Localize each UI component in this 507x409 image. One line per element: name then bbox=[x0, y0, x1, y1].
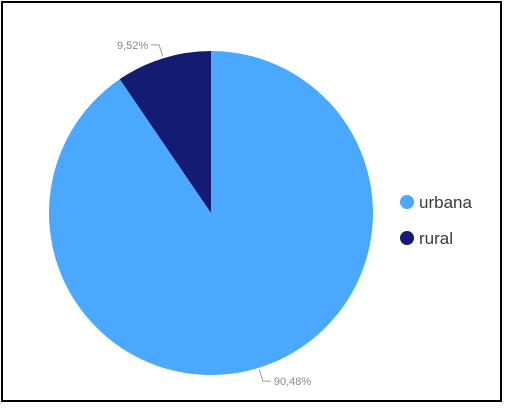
data-label-urbana: 90,48% bbox=[274, 376, 312, 388]
data-label-rural: 9,52% bbox=[117, 40, 148, 52]
callout-line-urbana bbox=[258, 369, 271, 382]
legend: urbana rural bbox=[400, 193, 472, 248]
legend-item-rural[interactable]: rural bbox=[400, 229, 453, 248]
legend-label-rural: rural bbox=[419, 229, 453, 248]
legend-swatch-urbana bbox=[400, 195, 414, 209]
callout-line-rural bbox=[151, 44, 164, 57]
pie-slice-rural[interactable] bbox=[119, 51, 211, 213]
pie-slices bbox=[48, 51, 374, 376]
legend-label-urbana: urbana bbox=[419, 193, 472, 212]
legend-item-urbana[interactable]: urbana bbox=[400, 193, 472, 212]
pie-chart: 90,48% 9,52% urbana rural bbox=[48, 40, 472, 388]
slice-callouts: 90,48% 9,52% bbox=[117, 40, 311, 388]
legend-swatch-rural bbox=[400, 231, 414, 245]
chart-frame: 90,48% 9,52% urbana rural bbox=[1, 1, 502, 402]
pie-slice-urbana[interactable] bbox=[48, 51, 374, 376]
